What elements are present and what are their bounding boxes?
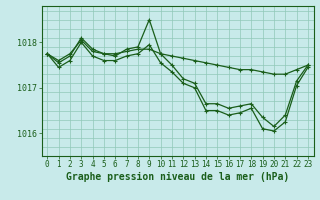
X-axis label: Graphe pression niveau de la mer (hPa): Graphe pression niveau de la mer (hPa) (66, 172, 289, 182)
